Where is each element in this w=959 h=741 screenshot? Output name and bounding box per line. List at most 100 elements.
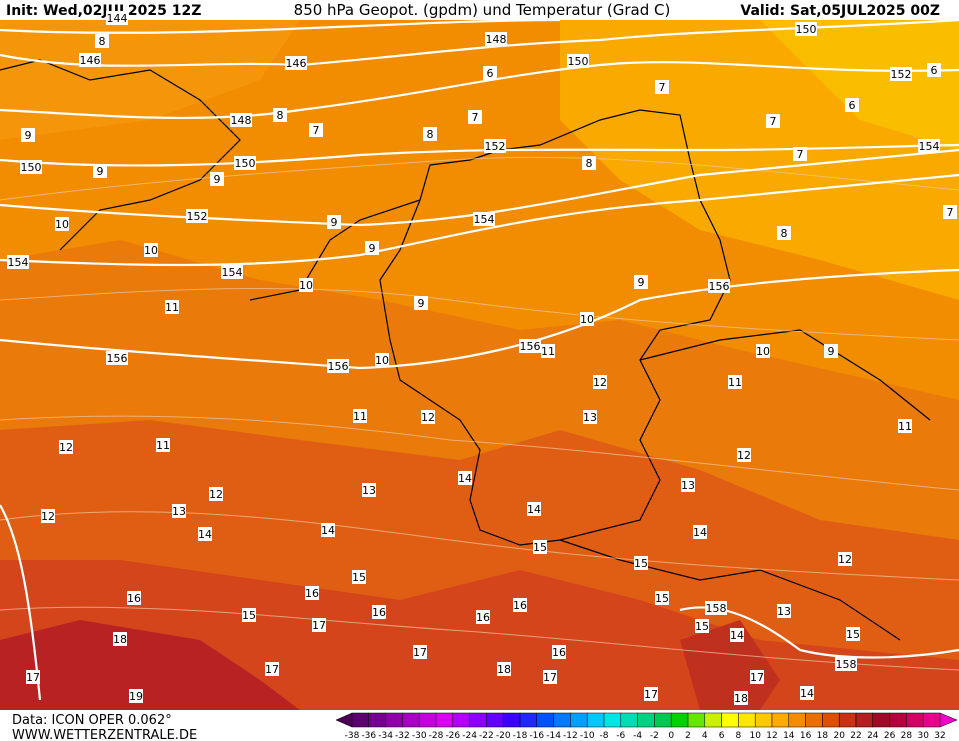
colorbar-cell xyxy=(603,712,622,728)
temperature-label-box xyxy=(21,128,35,142)
country-border xyxy=(379,109,731,546)
colorbar-tick-label: 28 xyxy=(901,731,913,741)
temperature-label: 9 xyxy=(97,165,104,178)
geopotential-label-box xyxy=(234,156,256,170)
temperature-label-box xyxy=(793,147,807,161)
temperature-label: 13 xyxy=(583,411,597,424)
temperature-label: 7 xyxy=(313,124,320,137)
temperature-label-box xyxy=(846,627,860,641)
colorbar-tick-label: -4 xyxy=(633,731,642,741)
colorbar-tick-label: 22 xyxy=(850,731,861,741)
colorbar-cell xyxy=(637,712,655,728)
temperature-label-box xyxy=(483,66,497,80)
temperature-label: 14 xyxy=(693,526,707,539)
colorbar-tick-label: -32 xyxy=(395,731,410,741)
isohypses xyxy=(0,18,959,701)
colorbar-tick-label: -30 xyxy=(412,731,427,741)
temperature-label-box xyxy=(458,471,472,485)
temperature-label-box xyxy=(95,34,109,48)
temperature-label: 9 xyxy=(369,242,376,255)
colorbar-tick-label: 18 xyxy=(817,731,829,741)
map-area xyxy=(0,18,959,710)
country-border xyxy=(559,539,901,641)
colorbar-cell xyxy=(855,712,874,728)
geopotential-label: 146 xyxy=(80,54,101,67)
geopotential-label-box xyxy=(20,160,42,174)
temperature-label: 6 xyxy=(849,99,856,112)
temperature-label-box xyxy=(943,205,957,219)
colorbar-cell xyxy=(620,712,638,728)
temperature-label: 12 xyxy=(593,376,607,389)
temperature-label: 14 xyxy=(527,503,541,516)
temperature-label: 7 xyxy=(472,111,479,124)
temperature-label: 18 xyxy=(113,633,127,646)
colorbar-cell xyxy=(754,712,773,728)
temperature-label: 10 xyxy=(580,313,594,326)
temperature-label-box xyxy=(113,632,127,646)
temperature-label-box xyxy=(476,610,490,624)
geopotential-label: 152 xyxy=(891,68,912,81)
geopotential-label-box xyxy=(795,22,817,36)
temperature-label: 11 xyxy=(165,301,179,314)
temperature-label-box xyxy=(695,619,709,633)
temperature-label-box xyxy=(210,172,224,186)
colorbar-tick-label: -2 xyxy=(650,731,659,741)
geopotential-label: 150 xyxy=(796,23,817,36)
temperature-label-box xyxy=(513,598,527,612)
geopotential-label-box xyxy=(835,657,857,671)
temperature-label: 9 xyxy=(25,129,32,142)
colorbar-cell xyxy=(553,712,571,728)
coastline xyxy=(0,59,241,251)
temperature-label-box xyxy=(299,278,313,292)
map-title: 850 hPa Geopot. (gpdm) und Temperatur (G… xyxy=(294,1,671,19)
geopotential-label: 156 xyxy=(107,352,128,365)
colorbar-cell xyxy=(670,712,689,728)
temperature-label-box xyxy=(681,478,695,492)
temperature-label-box xyxy=(898,419,912,433)
temperature-label: 15 xyxy=(242,609,256,622)
temperature-label-box xyxy=(737,448,751,462)
temperature-label: 17 xyxy=(543,671,557,684)
colorbar-cell xyxy=(351,712,370,728)
temperature-label-box xyxy=(327,215,341,229)
colorbar-arrow xyxy=(939,712,958,728)
geopotential-label-box xyxy=(918,139,940,153)
colorbar-tick-label: 20 xyxy=(833,731,845,741)
colorbar-tick-label: 30 xyxy=(917,731,929,741)
colorbar-cell xyxy=(771,712,790,728)
temperature-field xyxy=(0,620,300,710)
temperature-label-box xyxy=(824,344,838,358)
colorbar-tick-label: 6 xyxy=(719,731,725,741)
colorbar-tick-label: -14 xyxy=(546,731,561,741)
geopotential-label-box xyxy=(285,56,307,70)
temperature-label: 10 xyxy=(55,218,69,231)
temperature-label-box xyxy=(413,645,427,659)
temperature-label: 10 xyxy=(756,345,770,358)
temperature-label-box xyxy=(41,509,55,523)
geopotential-label: 154 xyxy=(8,256,29,269)
geopotential-label: 150 xyxy=(568,55,589,68)
temperature-label-box xyxy=(497,662,511,676)
temperature-label-box xyxy=(580,312,594,326)
geopotential-label: 154 xyxy=(474,213,495,226)
geopotential-label: 154 xyxy=(222,266,243,279)
temperature-label-box xyxy=(468,110,482,124)
temperature-label-box xyxy=(593,375,607,389)
colorbar-cell xyxy=(402,712,420,728)
temperature-label: 14 xyxy=(458,472,472,485)
colorbar-cell xyxy=(519,712,538,728)
temperature-label: 16 xyxy=(513,599,527,612)
colorbar-cell xyxy=(788,712,806,728)
geopotential-label: 150 xyxy=(235,157,256,170)
geopotential-label-box xyxy=(567,54,589,68)
temperature-label: 14 xyxy=(800,687,814,700)
temperature-label-box xyxy=(693,525,707,539)
colorbar-tick-label: -24 xyxy=(462,731,477,741)
temperature-label: 11 xyxy=(541,345,555,358)
temperature-label-box xyxy=(365,241,379,255)
temperature-label-box xyxy=(421,410,435,424)
colorbar-cell xyxy=(435,712,454,728)
colorbar-tick-label: -16 xyxy=(529,731,544,741)
colorbar-tick-label: -10 xyxy=(580,731,595,741)
temperature-label-box xyxy=(265,662,279,676)
